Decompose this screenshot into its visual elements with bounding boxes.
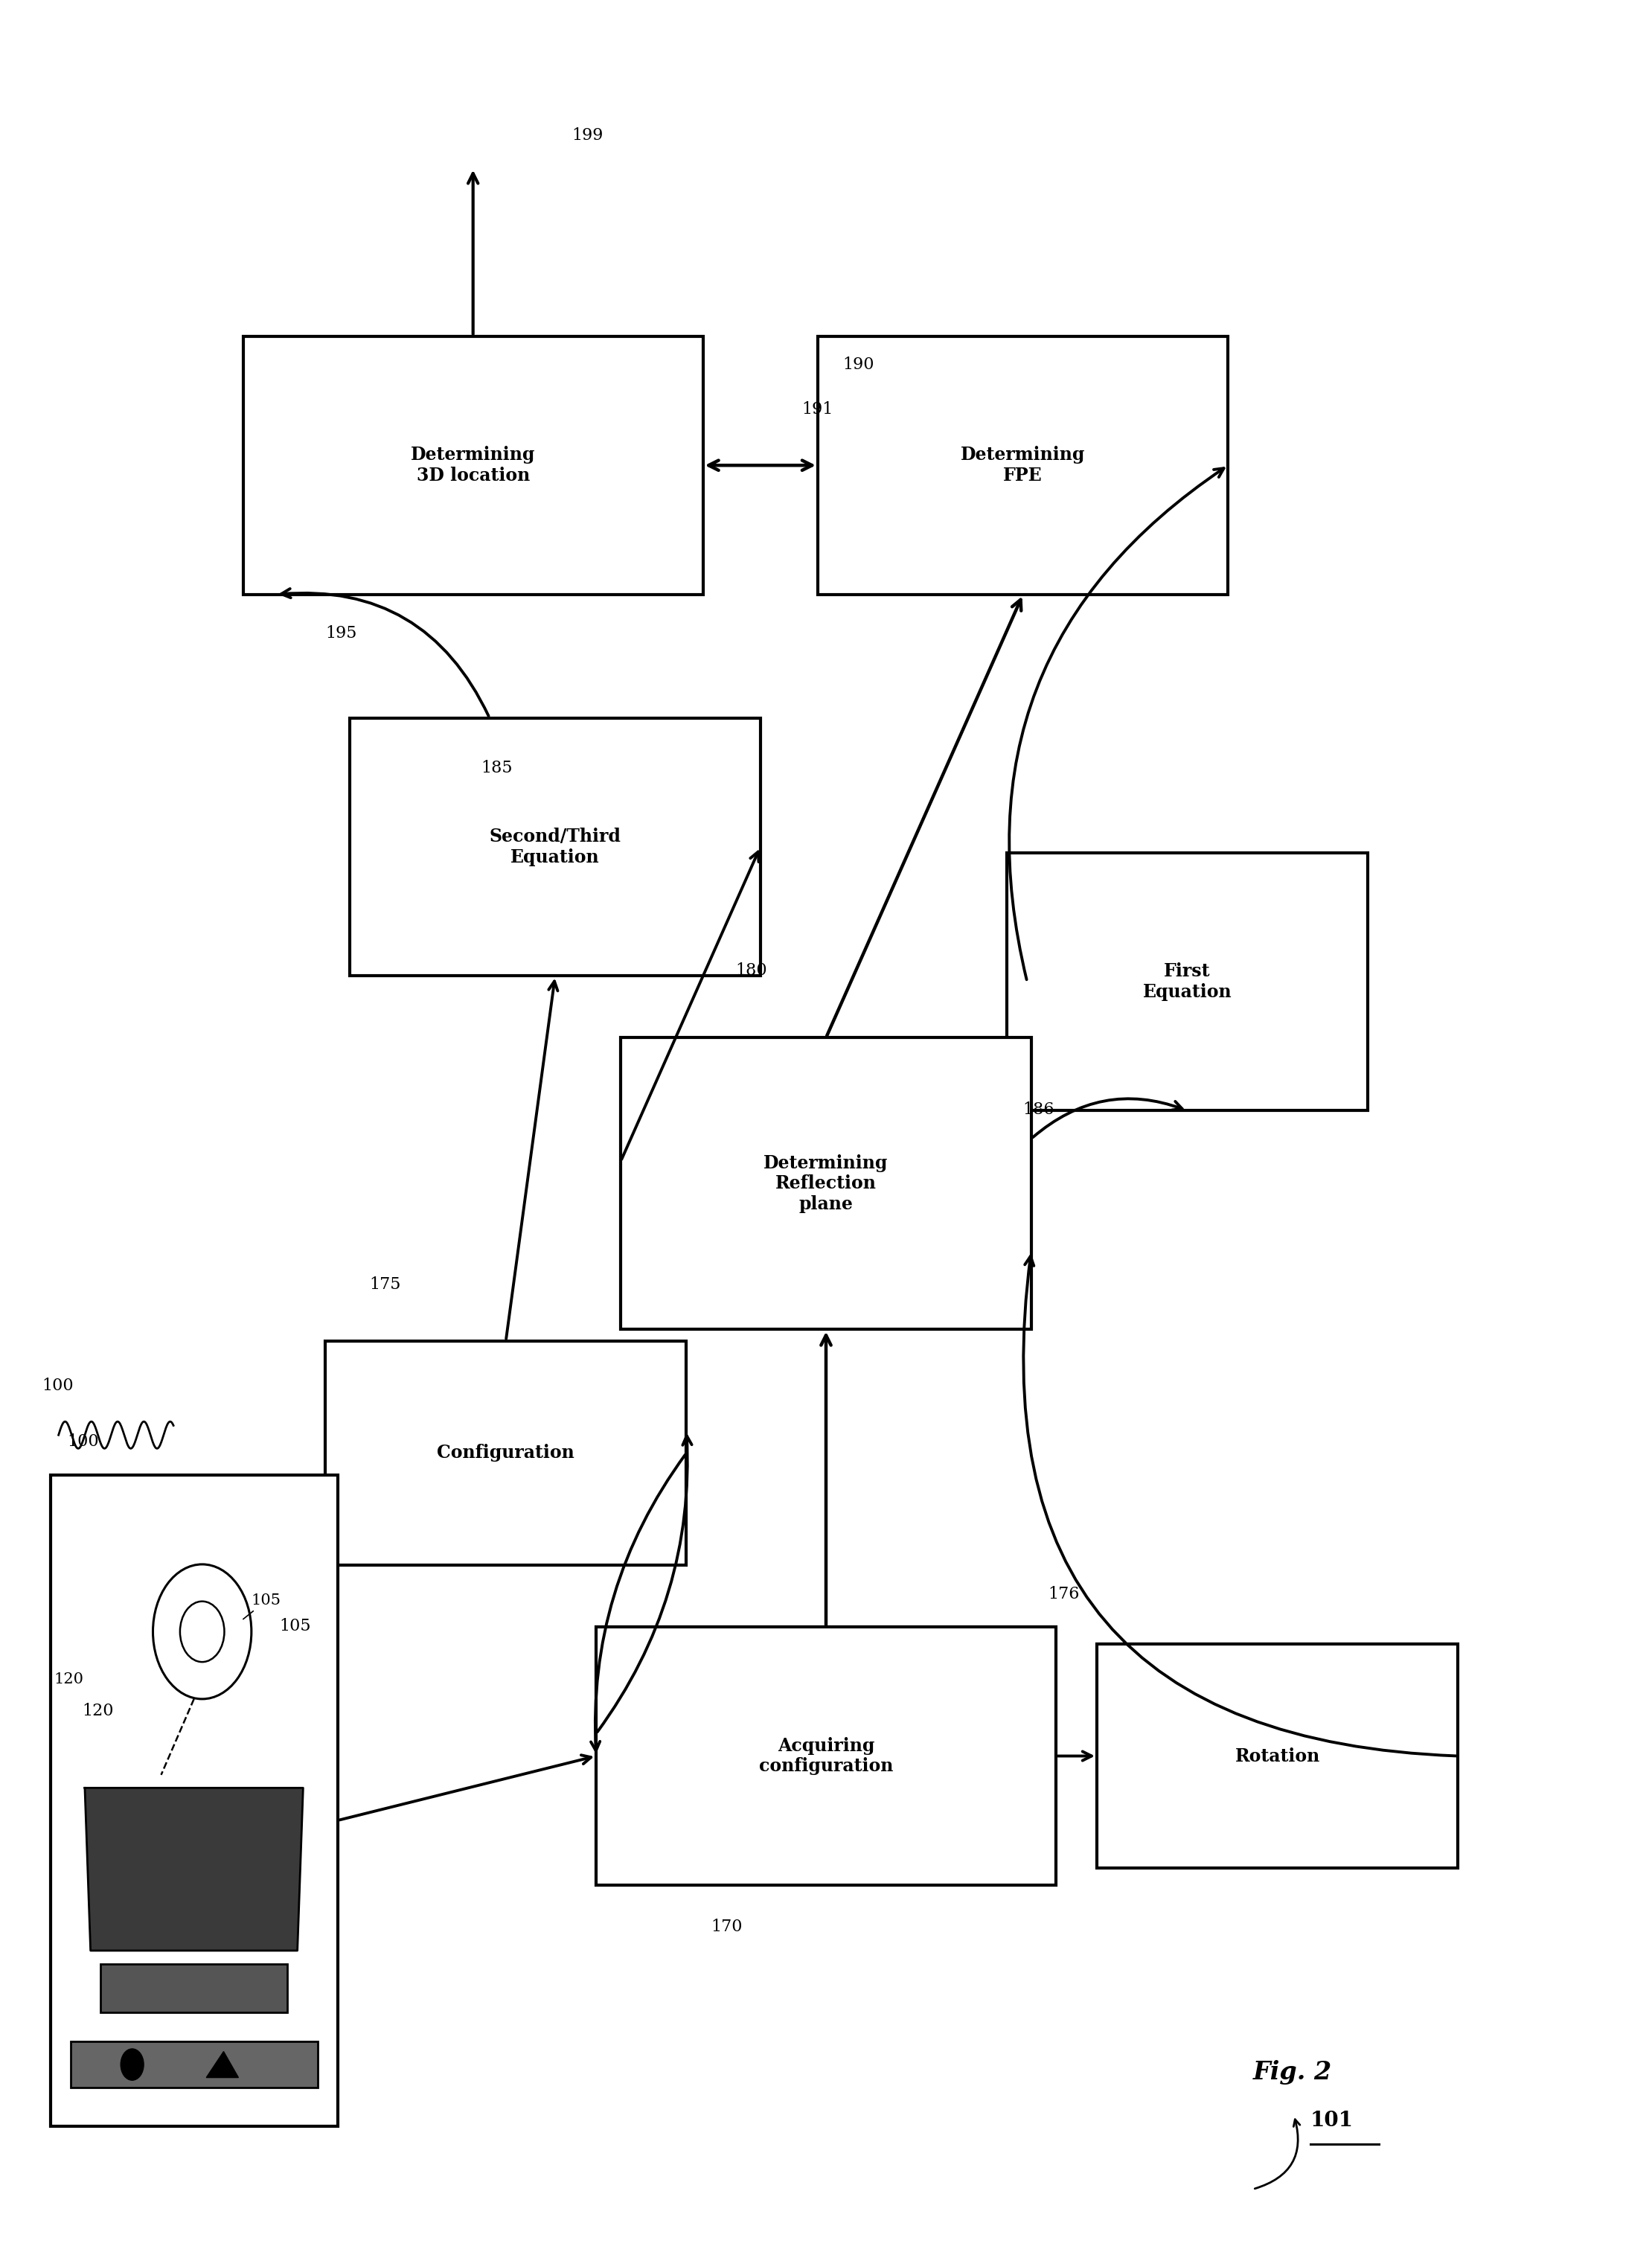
FancyBboxPatch shape bbox=[818, 336, 1227, 595]
FancyBboxPatch shape bbox=[243, 336, 702, 595]
Text: 120: 120 bbox=[53, 1673, 83, 1687]
Text: 175: 175 bbox=[370, 1276, 401, 1292]
FancyBboxPatch shape bbox=[350, 717, 760, 976]
Text: Second/Third
Equation: Second/Third Equation bbox=[489, 828, 621, 866]
Text: First
Equation: First Equation bbox=[1143, 963, 1232, 1001]
Text: Fig. 2: Fig. 2 bbox=[1252, 2059, 1332, 2084]
Text: 100: 100 bbox=[68, 1434, 99, 1450]
Text: Determining
Reflection
plane: Determining Reflection plane bbox=[763, 1155, 889, 1213]
Text: 191: 191 bbox=[801, 401, 833, 417]
Text: 199: 199 bbox=[572, 126, 603, 144]
FancyBboxPatch shape bbox=[71, 2041, 317, 2088]
Circle shape bbox=[121, 2050, 144, 2081]
Text: 120: 120 bbox=[83, 1703, 114, 1718]
Text: Determining
FPE: Determining FPE bbox=[961, 446, 1085, 485]
Text: 176: 176 bbox=[1047, 1585, 1079, 1603]
Text: 185: 185 bbox=[481, 760, 512, 776]
FancyBboxPatch shape bbox=[1097, 1644, 1459, 1867]
Text: 195: 195 bbox=[325, 625, 357, 643]
FancyBboxPatch shape bbox=[325, 1342, 687, 1565]
Text: 170: 170 bbox=[710, 1919, 743, 1935]
Text: 101: 101 bbox=[1310, 2111, 1353, 2131]
Text: Acquiring
configuration: Acquiring configuration bbox=[758, 1736, 894, 1775]
Text: Rotation: Rotation bbox=[1236, 1748, 1320, 1766]
Polygon shape bbox=[84, 1788, 302, 1951]
FancyBboxPatch shape bbox=[1006, 852, 1368, 1112]
Text: 190: 190 bbox=[843, 356, 874, 372]
Text: Determining
3D location: Determining 3D location bbox=[411, 446, 535, 485]
Text: 105: 105 bbox=[279, 1617, 311, 1635]
FancyBboxPatch shape bbox=[621, 1037, 1031, 1330]
Text: 180: 180 bbox=[735, 963, 768, 979]
Polygon shape bbox=[206, 2052, 238, 2077]
Text: 100: 100 bbox=[41, 1378, 74, 1394]
Text: 105: 105 bbox=[243, 1594, 281, 1619]
FancyBboxPatch shape bbox=[101, 1964, 287, 2011]
Text: Configuration: Configuration bbox=[438, 1443, 575, 1461]
FancyBboxPatch shape bbox=[596, 1626, 1056, 1885]
FancyBboxPatch shape bbox=[50, 1475, 337, 2126]
Text: 186: 186 bbox=[1023, 1100, 1054, 1118]
